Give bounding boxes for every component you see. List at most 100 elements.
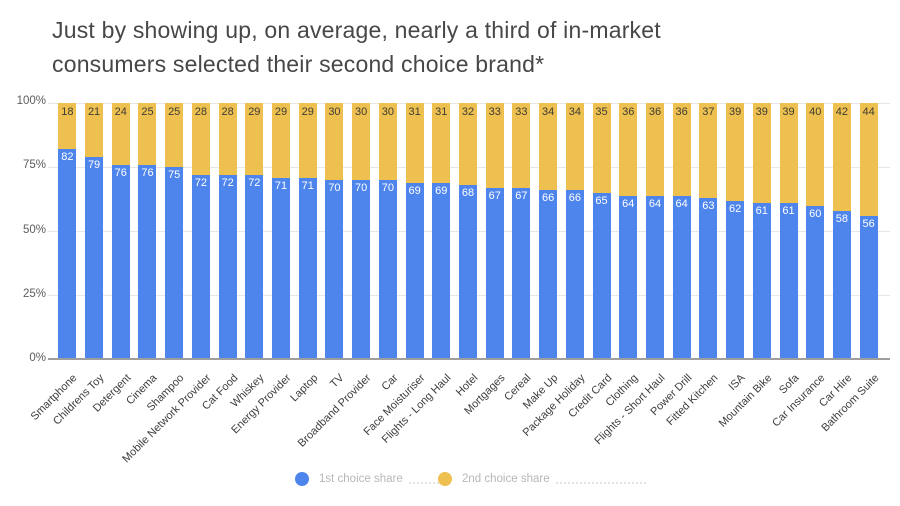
bar-value-1st-choice: 64 [675, 197, 688, 210]
bar-segment-1st-choice [298, 177, 317, 360]
bar-value-1st-choice: 76 [114, 166, 127, 179]
bar-segment-1st-choice [111, 164, 130, 360]
bar-value-2nd-choice: 29 [301, 106, 314, 118]
bar-segment-2nd-choice [218, 103, 237, 175]
legend-dotted-leader [408, 481, 439, 484]
bar-segment-2nd-choice [672, 103, 691, 196]
bar-segment-2nd-choice [539, 103, 558, 191]
y-axis-label: 50% [22, 223, 46, 236]
bar-segment-1st-choice [459, 185, 477, 360]
bar-value-2nd-choice: 33 [488, 106, 501, 118]
bar-segment-2nd-choice [272, 103, 291, 178]
bar-value-2nd-choice: 30 [328, 106, 341, 118]
stacked-bar-chart: 0% 25% 50% 75% 100% 18 82 Smartphone 21 79 Childre… [17, 95, 890, 465]
bar-segment-2nd-choice [138, 103, 157, 165]
bar-segment-2nd-choice [298, 103, 317, 178]
bar-value-1st-choice: 72 [194, 176, 208, 189]
bar-segment-1st-choice [699, 198, 718, 360]
bar-value-1st-choice: 82 [61, 151, 74, 164]
bar-segment-1st-choice [138, 164, 157, 360]
bar-segment-2nd-choice [432, 103, 451, 183]
bar-value-2nd-choice: 34 [542, 106, 555, 118]
bar-segment-2nd-choice [832, 103, 851, 211]
bar-value-1st-choice: 72 [221, 176, 234, 189]
bar-value-1st-choice: 72 [248, 176, 261, 189]
legend-swatch-icon [295, 472, 309, 486]
bar-value-2nd-choice: 28 [221, 106, 234, 118]
bar-segment-2nd-choice [191, 103, 210, 175]
bar-value-1st-choice: 63 [702, 200, 715, 213]
bar-value-2nd-choice: 32 [461, 106, 475, 118]
bar-segment-1st-choice [485, 187, 504, 360]
bar-value-1st-choice: 66 [568, 192, 581, 205]
bar-segment-2nd-choice [325, 103, 344, 181]
bar-segment-1st-choice [245, 174, 264, 360]
bar-segment-1st-choice [272, 177, 291, 360]
bar-value-1st-choice: 71 [274, 179, 288, 192]
bar-value-2nd-choice: 25 [168, 106, 181, 118]
bar-segment-1st-choice [218, 174, 237, 360]
bar-value-1st-choice: 60 [809, 207, 822, 220]
legend-swatch-icon [438, 472, 452, 486]
legend-item: 2nd choice share [438, 471, 646, 487]
y-axis-label: 0% [29, 352, 46, 364]
bar-segment-2nd-choice [485, 103, 504, 188]
bar-segment-1st-choice [512, 187, 531, 360]
bar-value-2nd-choice: 36 [675, 106, 688, 118]
bar-value-2nd-choice: 33 [515, 106, 528, 118]
bar-segment-2nd-choice [859, 103, 878, 217]
bar-value-1st-choice: 70 [355, 182, 368, 195]
bar-value-1st-choice: 64 [622, 197, 635, 210]
bar-segment-2nd-choice [779, 103, 798, 204]
bar-segment-2nd-choice [592, 103, 611, 193]
bar-value-1st-choice: 56 [862, 218, 875, 231]
bar-segment-2nd-choice [352, 103, 371, 181]
bar-segment-2nd-choice [459, 103, 477, 186]
bar-segment-2nd-choice [645, 103, 664, 196]
bar-value-1st-choice: 68 [461, 187, 475, 200]
bar-segment-1st-choice [726, 200, 745, 360]
bar-value-1st-choice: 70 [328, 182, 341, 195]
bar-value-1st-choice: 62 [728, 202, 742, 215]
chart-title-line-1: Just by showing up, on average, nearly a… [52, 17, 661, 43]
legend-item: 1st choice share [295, 471, 439, 487]
bar-value-2nd-choice: 28 [194, 106, 208, 118]
bar-value-2nd-choice: 30 [381, 106, 394, 118]
bar-segment-2nd-choice [405, 103, 424, 183]
bar-value-1st-choice: 64 [648, 197, 662, 210]
y-axis-label: 25% [22, 287, 46, 300]
bar-value-1st-choice: 76 [141, 166, 154, 179]
bar-value-1st-choice: 75 [168, 169, 181, 182]
bar-value-2nd-choice: 18 [61, 106, 74, 118]
bar-value-2nd-choice: 39 [728, 106, 742, 118]
bar-segment-2nd-choice [512, 103, 531, 188]
bar-segment-1st-choice [859, 216, 878, 360]
bar-value-2nd-choice: 29 [248, 106, 261, 118]
bar-segment-1st-choice [165, 167, 184, 360]
bar-segment-2nd-choice [806, 103, 825, 206]
bar-segment-1st-choice [779, 203, 798, 360]
bar-value-1st-choice: 69 [408, 184, 421, 197]
bar-segment-1st-choice [405, 182, 424, 360]
bar-value-2nd-choice: 34 [568, 106, 581, 118]
bar-segment-2nd-choice [85, 103, 104, 157]
bar-segment-2nd-choice [619, 103, 638, 196]
bar-segment-1st-choice [352, 180, 371, 360]
legend-label: 2nd choice share [462, 473, 550, 485]
legend-label: 1st choice share [319, 473, 403, 485]
bar-value-2nd-choice: 30 [355, 106, 368, 118]
bar-segment-2nd-choice [245, 103, 264, 175]
bar-value-2nd-choice: 31 [435, 106, 448, 118]
bar-value-1st-choice: 69 [435, 184, 448, 197]
bar-value-1st-choice: 58 [835, 212, 849, 225]
y-axis-label: 75% [22, 159, 46, 172]
bar-value-1st-choice: 65 [595, 194, 608, 207]
bar-value-2nd-choice: 21 [87, 106, 101, 118]
bar-value-2nd-choice: 39 [782, 106, 795, 118]
bar-segment-2nd-choice [726, 103, 745, 201]
bar-segment-1st-choice [325, 180, 344, 360]
bar-segment-2nd-choice [111, 103, 130, 165]
bar-segment-2nd-choice [378, 103, 397, 181]
bar-value-2nd-choice: 31 [408, 106, 421, 118]
